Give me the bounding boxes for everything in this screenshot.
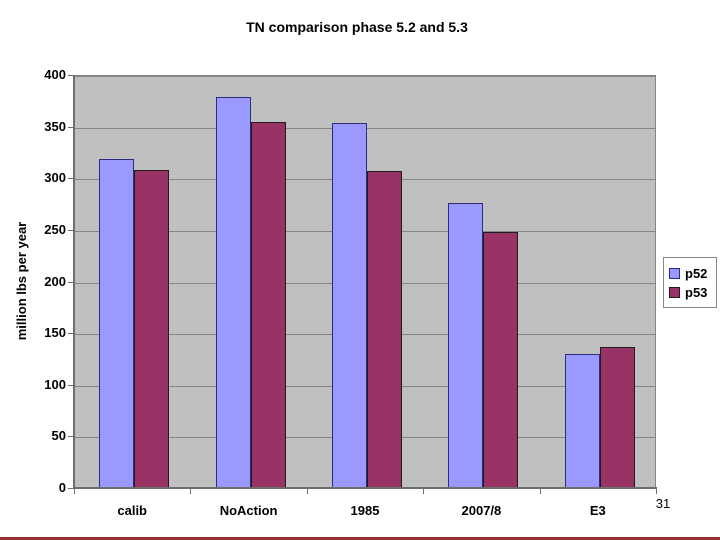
y-tick-mark [68, 384, 74, 386]
y-tick-mark [68, 488, 74, 489]
bar-p53-1985 [367, 170, 402, 489]
chart-title: TN comparison phase 5.2 and 5.3 [246, 19, 468, 35]
y-tick-mark [68, 229, 74, 231]
bar-p52-2007/8 [448, 202, 484, 489]
category-label-NoAction: NoAction [219, 503, 278, 518]
y-tick-mark [68, 333, 74, 335]
bar-p52-calib [99, 158, 135, 489]
bar-p53-2007/8 [483, 231, 519, 489]
category-label-1985: 1985 [350, 503, 380, 518]
bar-p52-1985 [332, 123, 367, 489]
y-tick-label-200: 200 [44, 273, 66, 289]
bar-p52-NoAction [215, 96, 251, 489]
legend-item-p52: p52 [669, 264, 712, 283]
bar-p52-E3 [564, 353, 600, 489]
y-tick-label-50: 50 [51, 428, 66, 444]
gridline-400 [75, 76, 655, 77]
bottom-accent-line [0, 537, 720, 540]
x-tick-mark [540, 489, 541, 494]
page-number: 31 [655, 496, 671, 511]
y-tick-label-350: 350 [44, 118, 66, 134]
y-tick-label-400: 400 [44, 67, 66, 82]
legend-label-p52: p52 [685, 266, 708, 281]
legend-swatch-p53 [669, 287, 680, 298]
y-tick-mark [68, 75, 74, 76]
x-tick-mark [423, 489, 424, 494]
y-tick-label-300: 300 [44, 170, 66, 186]
y-tick-mark [68, 436, 74, 438]
x-axis-line [73, 487, 657, 489]
legend: p52 p53 [663, 257, 717, 308]
y-tick-label-250: 250 [44, 221, 66, 237]
x-tick-mark [190, 489, 191, 494]
y-tick-mark [68, 281, 74, 283]
y-axis-line [73, 75, 75, 489]
bar-p53-NoAction [250, 122, 286, 489]
plot-area [74, 75, 656, 489]
bar-p53-E3 [599, 346, 635, 489]
y-tick-mark [68, 178, 74, 180]
y-tick-label-0: 0 [58, 480, 66, 495]
category-label-2007/8: 2007/8 [461, 503, 502, 518]
y-tick-label-100: 100 [44, 376, 66, 392]
x-tick-mark [307, 489, 308, 494]
legend-label-p53: p53 [685, 285, 708, 300]
category-label-calib: calib [117, 503, 147, 518]
bar-p53-calib [134, 169, 170, 489]
legend-swatch-p52 [669, 268, 680, 279]
category-label-E3: E3 [589, 503, 606, 518]
legend-item-p53: p53 [669, 283, 712, 302]
x-tick-mark [74, 489, 75, 494]
x-tick-mark [656, 489, 657, 494]
y-tick-label-150: 150 [44, 325, 66, 341]
y-tick-mark [68, 126, 74, 128]
